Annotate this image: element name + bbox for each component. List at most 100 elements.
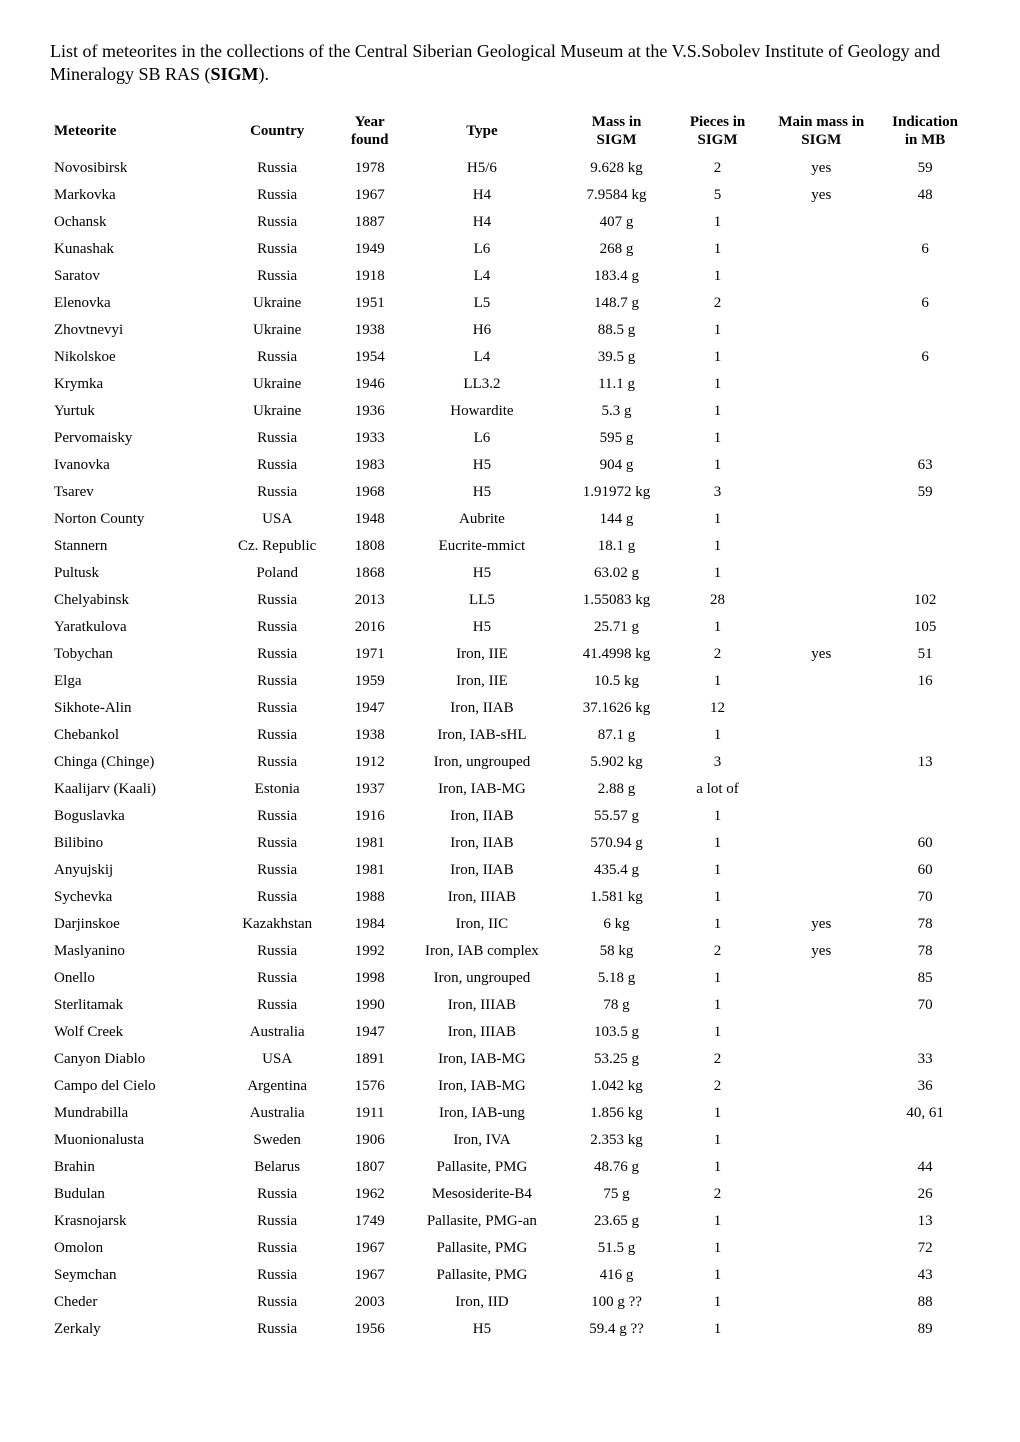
- cell-pieces: 5: [673, 182, 763, 209]
- cell-type: Iron, IIAB: [403, 695, 560, 722]
- cell-mass: 1.856 kg: [560, 1100, 672, 1127]
- table-row: PultuskPoland1868H563.02 g1: [50, 560, 970, 587]
- cell-year: 1749: [336, 1208, 403, 1235]
- cell-type: Iron, IAB-MG: [403, 1073, 560, 1100]
- cell-main: [762, 992, 880, 1019]
- cell-mb: 60: [880, 857, 970, 884]
- cell-main: [762, 263, 880, 290]
- cell-meteorite: Elga: [50, 668, 218, 695]
- cell-mass: 87.1 g: [560, 722, 672, 749]
- cell-mb: 40, 61: [880, 1100, 970, 1127]
- cell-main: [762, 884, 880, 911]
- header-pieces: Pieces in SIGM: [673, 107, 763, 155]
- cell-pieces: 1: [673, 992, 763, 1019]
- cell-main: yes: [762, 155, 880, 182]
- cell-meteorite: Sterlitamak: [50, 992, 218, 1019]
- cell-meteorite: Seymchan: [50, 1262, 218, 1289]
- cell-mb: 59: [880, 479, 970, 506]
- cell-mb: 70: [880, 992, 970, 1019]
- cell-mb: 78: [880, 938, 970, 965]
- cell-meteorite: Cheder: [50, 1289, 218, 1316]
- cell-mass: 78 g: [560, 992, 672, 1019]
- table-row: OmolonRussia1967Pallasite, PMG51.5 g172: [50, 1235, 970, 1262]
- cell-meteorite: Pultusk: [50, 560, 218, 587]
- cell-country: Russia: [218, 614, 336, 641]
- cell-year: 2013: [336, 587, 403, 614]
- cell-mb: 6: [880, 236, 970, 263]
- cell-mass: 2.88 g: [560, 776, 672, 803]
- table-row: SychevkaRussia1988Iron, IIIAB1.581 kg170: [50, 884, 970, 911]
- cell-pieces: 1: [673, 614, 763, 641]
- table-row: BudulanRussia1962Mesosiderite-B475 g226: [50, 1181, 970, 1208]
- cell-type: Iron, IVA: [403, 1127, 560, 1154]
- cell-year: 1906: [336, 1127, 403, 1154]
- cell-mass: 51.5 g: [560, 1235, 672, 1262]
- cell-year: 1967: [336, 1262, 403, 1289]
- cell-meteorite: Krymka: [50, 371, 218, 398]
- header-meteorite: Meteorite: [50, 107, 218, 155]
- cell-main: [762, 506, 880, 533]
- cell-mass: 148.7 g: [560, 290, 672, 317]
- cell-type: H5: [403, 479, 560, 506]
- cell-mass: 183.4 g: [560, 263, 672, 290]
- cell-country: Russia: [218, 668, 336, 695]
- cell-country: Russia: [218, 749, 336, 776]
- cell-meteorite: Ivanovka: [50, 452, 218, 479]
- table-row: Wolf CreekAustralia1947Iron, IIIAB103.5 …: [50, 1019, 970, 1046]
- table-row: KrymkaUkraine1946LL3.211.1 g1: [50, 371, 970, 398]
- cell-mb: 26: [880, 1181, 970, 1208]
- cell-pieces: a lot of: [673, 776, 763, 803]
- table-row: ZhovtnevyiUkraine1938H688.5 g1: [50, 317, 970, 344]
- cell-meteorite: Budulan: [50, 1181, 218, 1208]
- cell-type: LL3.2: [403, 371, 560, 398]
- cell-pieces: 2: [673, 290, 763, 317]
- table-row: Campo del CieloArgentina1576Iron, IAB-MG…: [50, 1073, 970, 1100]
- cell-main: [762, 614, 880, 641]
- cell-pieces: 1: [673, 884, 763, 911]
- table-row: MuonionalustaSweden1906Iron, IVA2.353 kg…: [50, 1127, 970, 1154]
- cell-mb: [880, 1019, 970, 1046]
- table-row: Canyon DiabloUSA1891Iron, IAB-MG53.25 g2…: [50, 1046, 970, 1073]
- header-year: Year found: [336, 107, 403, 155]
- cell-pieces: 3: [673, 479, 763, 506]
- cell-country: Russia: [218, 857, 336, 884]
- cell-country: Russia: [218, 803, 336, 830]
- cell-type: Iron, IIAB: [403, 830, 560, 857]
- cell-country: Cz. Republic: [218, 533, 336, 560]
- table-row: ZerkalyRussia1956H559.4 g ??189: [50, 1316, 970, 1343]
- cell-year: 1949: [336, 236, 403, 263]
- cell-year: 1967: [336, 1235, 403, 1262]
- cell-mb: 70: [880, 884, 970, 911]
- cell-type: Iron, IAB-MG: [403, 1046, 560, 1073]
- cell-type: Iron, IIIAB: [403, 992, 560, 1019]
- cell-pieces: 1: [673, 209, 763, 236]
- cell-country: Russia: [218, 155, 336, 182]
- cell-mb: [880, 533, 970, 560]
- cell-mass: 103.5 g: [560, 1019, 672, 1046]
- cell-pieces: 2: [673, 1073, 763, 1100]
- cell-pieces: 2: [673, 641, 763, 668]
- cell-meteorite: Nikolskoe: [50, 344, 218, 371]
- cell-mass: 416 g: [560, 1262, 672, 1289]
- header-main-l2: SIGM: [801, 132, 841, 148]
- cell-meteorite: Mundrabilla: [50, 1100, 218, 1127]
- cell-meteorite: Novosibirsk: [50, 155, 218, 182]
- header-main-l1: Main mass in: [778, 114, 864, 130]
- cell-pieces: 1: [673, 911, 763, 938]
- cell-mb: 89: [880, 1316, 970, 1343]
- cell-type: LL5: [403, 587, 560, 614]
- cell-year: 1959: [336, 668, 403, 695]
- header-row: Meteorite Country Year found Type Mass i…: [50, 107, 970, 155]
- cell-meteorite: Brahin: [50, 1154, 218, 1181]
- cell-country: Estonia: [218, 776, 336, 803]
- cell-year: 1807: [336, 1154, 403, 1181]
- intro-paragraph: List of meteorites in the collections of…: [50, 40, 970, 87]
- cell-meteorite: Ochansk: [50, 209, 218, 236]
- cell-mb: [880, 209, 970, 236]
- cell-mass: 435.4 g: [560, 857, 672, 884]
- cell-mb: [880, 425, 970, 452]
- cell-mass: 75 g: [560, 1181, 672, 1208]
- cell-mass: 9.628 kg: [560, 155, 672, 182]
- cell-mb: 44: [880, 1154, 970, 1181]
- cell-mass: 55.57 g: [560, 803, 672, 830]
